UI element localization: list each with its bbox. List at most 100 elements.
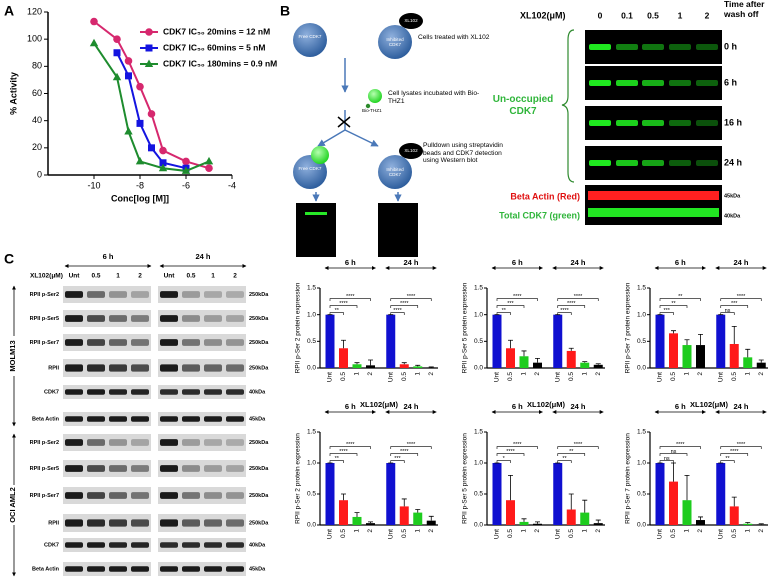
blot-band [204,519,222,527]
blot-band [226,339,244,346]
probe [365,103,371,109]
blot-image [158,562,246,576]
significance-label: **** [393,308,402,314]
group-label: 6 h [103,252,114,261]
marker [124,127,133,135]
error-bar [731,326,737,344]
error-bar [758,359,764,363]
error-bar [568,347,574,351]
blot-band [616,44,638,50]
blot-band [204,566,222,572]
bar [413,512,423,525]
protein-label: Inhibited CDK7 [386,167,404,178]
blot-band [204,465,222,472]
blot-band [65,566,83,572]
significance-bracket [659,298,701,302]
group-label: 6 h [345,258,356,267]
blot-image [158,286,246,303]
marker [144,59,154,67]
step-text: Cells treated with XL102 [418,34,490,41]
lane-label: 0 [598,10,603,20]
blot-band [182,315,200,322]
blot-band [204,416,222,422]
inhibitor-label: XL102 [404,148,418,153]
blot-band [160,364,178,372]
blot-band [160,315,178,322]
y-tick-label: 1.0 [637,311,646,318]
x-tick-label: 1 [414,372,421,376]
y-tick-label: 0.5 [307,491,316,498]
row-label: RPII p-Ser2 [30,292,59,298]
significance-bracket [390,312,405,316]
significance-bracket [496,446,538,450]
blot-band [182,389,200,395]
blot-band [160,519,178,527]
y-tick-label: 1.5 [637,285,646,292]
bar [729,344,739,368]
row-label: Beta Actin [32,416,60,422]
significance-bracket [390,453,419,457]
blot-band [204,339,222,346]
x-tick-label: 0.5 [340,372,347,381]
bar [519,356,529,368]
blot-band [226,416,244,422]
error-bar [415,509,421,513]
blot-band [696,44,718,50]
group-label: 24 h [570,258,585,267]
blot-band [131,389,149,395]
step-text: Cell lysates incubated with Bio-THZ1 [388,90,480,105]
size-label: 250kDa [249,493,269,499]
time-label: 16 h [724,117,742,127]
marker [148,144,155,152]
blot-band [131,339,149,346]
marker [136,119,144,127]
bar [593,364,603,368]
marker [112,72,122,81]
y-tick-label: 100 [27,34,42,44]
error-bar [521,518,527,522]
blot-image [63,359,151,377]
y-axis-label: RPII p-Ser 5 protein expression [462,282,469,373]
inhibitor [399,13,423,29]
series-line [93,20,210,170]
blot-band [226,519,244,527]
blot-band [160,339,178,346]
probe-label: Bio-THZ1 [362,108,382,113]
bar [729,506,739,525]
lane-label: 2 [233,273,237,280]
size-label: 250kDa [249,316,269,322]
size-label: 45kDa [249,416,266,422]
marker [125,72,132,80]
marker [124,57,133,65]
x-tick-label: Unt [554,529,561,539]
bar [756,524,766,525]
bar [716,463,726,525]
blot-image [378,203,418,257]
error-bar [535,358,540,363]
x-tick-label: 2 [367,372,374,376]
blot-image [63,434,151,451]
blot-annotation: Total CDK7 (green) [499,210,580,220]
x-tick-label: Unt [327,529,334,539]
significance-bracket [496,312,511,316]
blot-band [226,389,244,395]
bar [696,345,705,368]
significance-bracket [329,298,371,302]
legend-label: CDK7 IC₅₀ 20mins = 12 nM [163,26,270,36]
blot-band [589,120,611,126]
size-label: 250kDa [249,440,269,446]
y-tick-label: 0.5 [307,338,316,345]
x-tick-label: Unt [717,372,724,382]
y-tick-label: 0.0 [637,522,646,529]
marker [159,146,167,155]
x-tick-label: 0.5 [507,372,514,381]
x-tick-label: Unt [554,372,561,382]
blot-band [131,519,149,527]
error-bar [595,519,601,524]
blot-band [642,120,664,126]
blot-band [226,439,244,446]
blot-band [65,315,83,322]
x-tick-label: 2 [534,372,541,376]
significance-label: *** [731,301,738,307]
